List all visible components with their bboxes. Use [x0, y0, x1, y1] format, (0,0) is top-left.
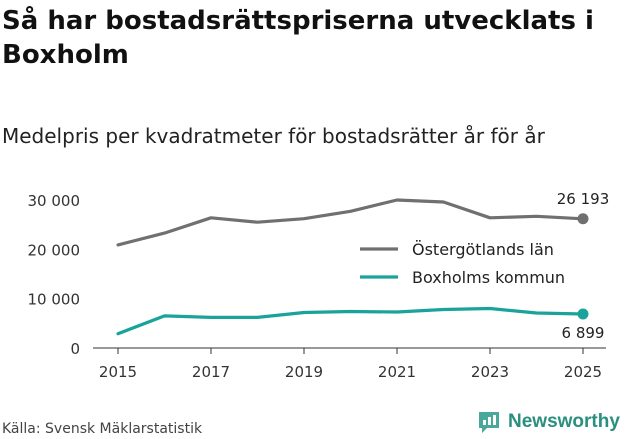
- series-end-label-1: 6 899: [562, 324, 605, 342]
- y-tick-label: 30 000: [28, 192, 81, 210]
- x-tick-label: 2015: [99, 363, 137, 381]
- brand: Newsworthy: [476, 409, 620, 435]
- x-tick-label: 2021: [378, 363, 416, 381]
- x-tick-label: 2025: [564, 363, 602, 381]
- y-tick-label: 10 000: [28, 291, 81, 309]
- x-tick-label: 2017: [192, 363, 230, 381]
- chart-title: Så har bostadsrättspriserna utvecklats i…: [2, 6, 594, 70]
- series-line-1: [116, 306, 585, 336]
- newsworthy-logo-icon: [479, 412, 499, 433]
- legend-label-0: Östergötlands län: [412, 240, 554, 259]
- series-end-label-0: 26 193: [557, 190, 610, 208]
- chart-subtitle: Medelpris per kvadratmeter för bostadsrä…: [2, 124, 545, 148]
- legend-label-1: Boxholms kommun: [412, 268, 565, 287]
- x-tick-label: 2019: [285, 363, 323, 381]
- y-tick-label: 0: [70, 340, 80, 358]
- brand-name: Newsworthy: [508, 411, 620, 432]
- series-line-0: [116, 198, 585, 247]
- y-tick-label: 20 000: [28, 241, 81, 259]
- series-end-marker-1: [577, 308, 589, 320]
- x-tick-label: 2023: [471, 363, 509, 381]
- source-note: Källa: Svensk Mäklarstatistik: [2, 421, 203, 437]
- series-end-marker-0: [577, 213, 589, 225]
